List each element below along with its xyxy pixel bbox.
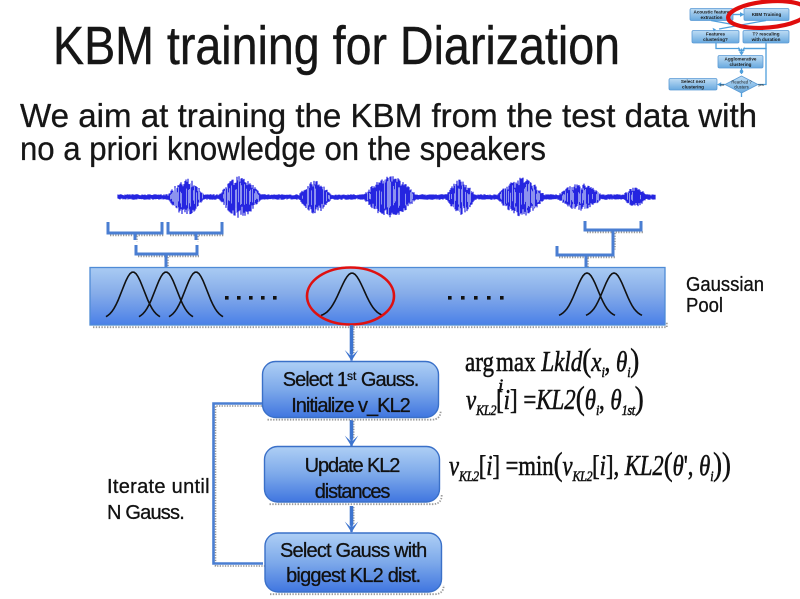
svg-text:yes: yes: [758, 83, 764, 87]
svg-text:Agglomerative: Agglomerative: [725, 57, 757, 62]
svg-text:Features: Features: [706, 32, 726, 37]
svg-text:with duration: with duration: [751, 37, 781, 42]
svg-text:KBM Training: KBM Training: [752, 12, 782, 17]
svg-text:Acoustic feature: Acoustic feature: [694, 9, 730, 14]
svg-text:clustering?: clustering?: [703, 37, 728, 42]
svg-text:clustering: clustering: [682, 85, 704, 90]
svg-text:Reached ?: Reached ?: [731, 80, 752, 85]
svg-text:T? rescaling: T? rescaling: [752, 32, 779, 37]
svg-text:Select next: Select next: [681, 79, 706, 84]
svg-text:extraction: extraction: [701, 15, 723, 20]
svg-text:clustering: clustering: [730, 62, 752, 67]
svg-text:no: no: [720, 83, 724, 87]
svg-text:clusters: clusters: [734, 85, 748, 90]
